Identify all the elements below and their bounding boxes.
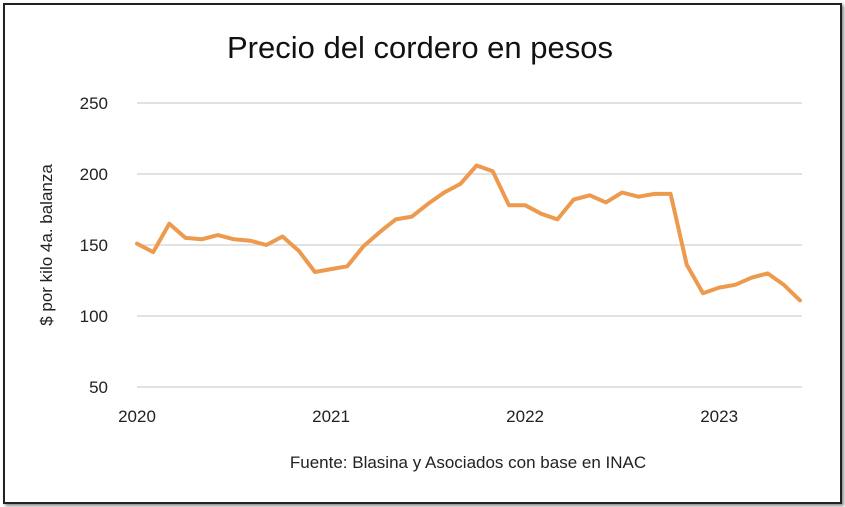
- chart-frame: [3, 3, 842, 504]
- x-tick-label: 2023: [700, 407, 738, 426]
- y-axis-label: $ por kilo 4a. balanza: [37, 164, 56, 326]
- y-tick-label: 50: [89, 378, 108, 397]
- x-tick-label: 2021: [312, 407, 350, 426]
- y-tick-label: 150: [80, 236, 108, 255]
- y-tick-label: 200: [80, 165, 108, 184]
- series-line: [135, 163, 802, 303]
- x-tick-label: 2022: [506, 407, 544, 426]
- x-tick-label: 2020: [118, 407, 156, 426]
- y-tick-label: 100: [80, 307, 108, 326]
- chart-title: Precio del cordero en pesos: [227, 30, 613, 65]
- source-note: Fuente: Blasina y Asociados con base en …: [290, 453, 646, 472]
- y-tick-label: 250: [80, 94, 108, 113]
